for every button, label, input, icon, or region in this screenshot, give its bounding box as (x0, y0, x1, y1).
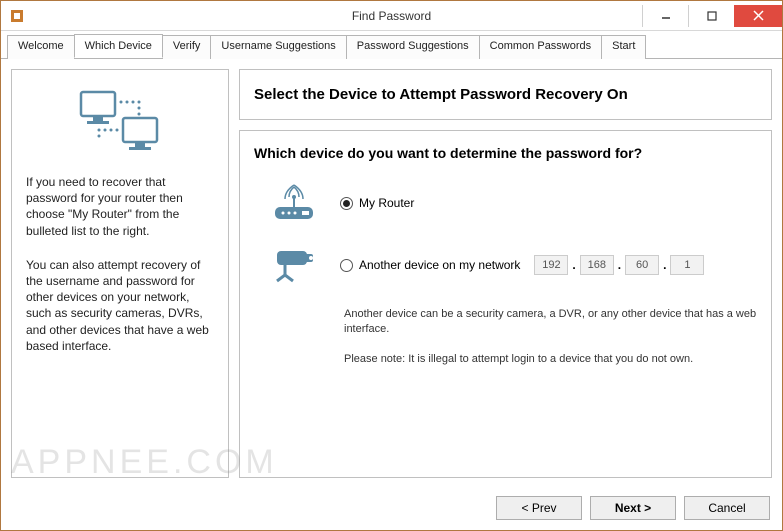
ip-octet-1[interactable]: 192 (534, 255, 568, 275)
info-panel: If you need to recover that password for… (11, 69, 229, 478)
radio-other-input[interactable] (340, 259, 353, 272)
option-other-device: Another device on my network 192 . 168 .… (254, 245, 757, 285)
router-icon (266, 183, 322, 223)
ip-dot: . (618, 258, 621, 272)
radio-router-input[interactable] (340, 197, 353, 210)
app-icon (9, 8, 25, 24)
option-router: My Router (254, 183, 757, 223)
content-area: If you need to recover that password for… (1, 59, 782, 488)
radio-router[interactable]: My Router (340, 196, 414, 210)
question-heading: Which device do you want to determine th… (254, 145, 757, 161)
info-paragraph-2: You can also attempt recovery of the use… (26, 257, 214, 354)
window-title: Find Password (352, 9, 431, 23)
ip-octet-2[interactable]: 168 (580, 255, 614, 275)
tab-bar: Welcome Which Device Verify Username Sug… (1, 31, 782, 59)
maximize-button[interactable] (688, 5, 734, 27)
radio-other-label: Another device on my network (359, 258, 520, 272)
window-controls (642, 5, 782, 27)
radio-router-label: My Router (359, 196, 414, 210)
ip-address-group: 192 . 168 . 60 . 1 (534, 255, 704, 275)
camera-icon (266, 245, 322, 285)
computers-icon (75, 88, 165, 158)
ip-dot: . (663, 258, 666, 272)
tab-verify[interactable]: Verify (162, 35, 212, 59)
radio-other[interactable]: Another device on my network (340, 258, 520, 272)
close-button[interactable] (734, 5, 782, 27)
note-device-examples: Another device can be a security camera,… (344, 307, 757, 338)
minimize-button[interactable] (642, 5, 688, 27)
tab-username-suggestions[interactable]: Username Suggestions (210, 35, 346, 59)
ip-dot: . (572, 258, 575, 272)
note-legal-warning: Please note: It is illegal to attempt lo… (344, 352, 757, 367)
cancel-button[interactable]: Cancel (684, 496, 770, 520)
header-box: Select the Device to Attempt Password Re… (239, 69, 772, 120)
tab-which-device[interactable]: Which Device (74, 34, 163, 58)
wizard-footer: < Prev Next > Cancel (1, 488, 782, 530)
next-button[interactable]: Next > (590, 496, 676, 520)
page-title: Select the Device to Attempt Password Re… (254, 86, 757, 103)
info-paragraph-1: If you need to recover that password for… (26, 174, 214, 239)
ip-octet-4[interactable]: 1 (670, 255, 704, 275)
app-window: Find Password Welcome Which Device Verif… (0, 0, 783, 531)
prev-button[interactable]: < Prev (496, 496, 582, 520)
tab-password-suggestions[interactable]: Password Suggestions (346, 35, 480, 59)
titlebar: Find Password (1, 1, 782, 31)
tab-common-passwords[interactable]: Common Passwords (479, 35, 602, 59)
ip-octet-3[interactable]: 60 (625, 255, 659, 275)
notes-block: Another device can be a security camera,… (344, 307, 757, 367)
question-box: Which device do you want to determine th… (239, 130, 772, 478)
main-panel: Select the Device to Attempt Password Re… (239, 69, 772, 478)
tab-start[interactable]: Start (601, 35, 646, 59)
tab-welcome[interactable]: Welcome (7, 35, 75, 59)
